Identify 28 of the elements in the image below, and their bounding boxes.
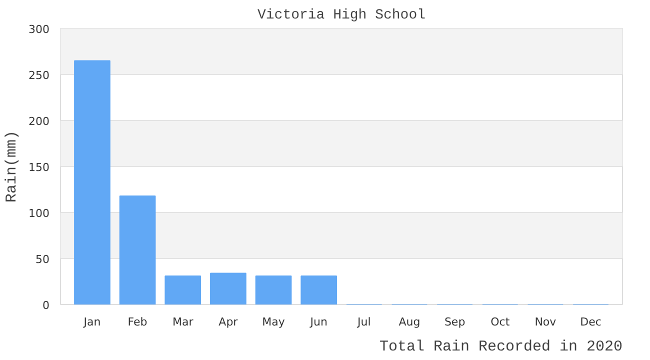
bar: [119, 195, 156, 304]
bar: [255, 275, 292, 304]
y-tick-label: 150: [28, 161, 50, 174]
x-tick-label: Jul: [356, 316, 371, 328]
x-tick-label: Mar: [172, 316, 194, 328]
x-tick-label: Dec: [580, 316, 602, 328]
bar: [300, 275, 338, 304]
y-tick-label: 50: [36, 253, 50, 266]
y-tick-label: 0: [42, 299, 50, 312]
x-tick-label: Aug: [398, 316, 420, 328]
x-tick-label: Sep: [444, 316, 466, 328]
x-tick-label: Nov: [534, 316, 557, 328]
bar: [210, 272, 246, 304]
y-tick-label: 100: [28, 207, 50, 220]
bar: [164, 275, 202, 304]
bar: [74, 60, 110, 304]
x-tick-label: Jun: [309, 316, 328, 328]
x-axis-title: Total Rain Recorded in 2020: [379, 338, 623, 356]
x-tick-label: Oct: [490, 316, 510, 328]
x-tick-label: Apr: [218, 316, 238, 328]
y-tick-label: 300: [28, 23, 50, 36]
y-tick-label: 250: [28, 69, 50, 82]
chart-title: Victoria High School: [257, 8, 426, 24]
x-tick-label: Feb: [128, 316, 148, 328]
x-tick-label: May: [262, 316, 286, 328]
y-axis-title: Rain(mm): [4, 130, 21, 203]
y-tick-label: 200: [28, 115, 50, 128]
x-tick-label: Jan: [82, 316, 101, 328]
